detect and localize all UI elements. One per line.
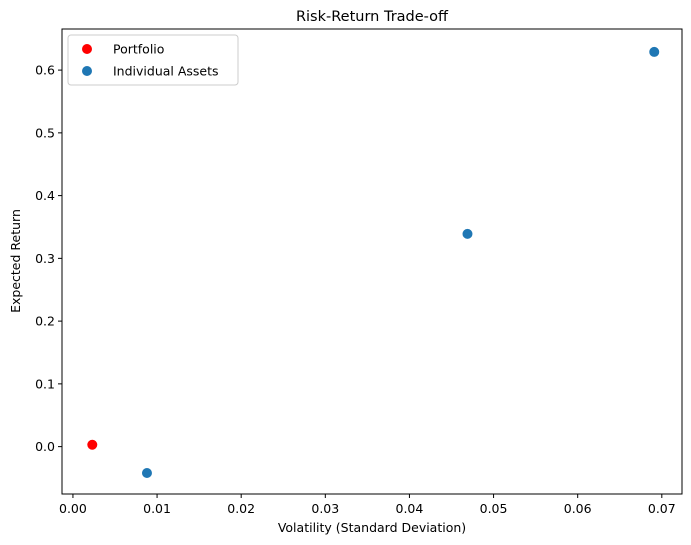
plot-frame	[61, 28, 683, 495]
points-layer	[87, 46, 660, 478]
plot-area	[62, 29, 682, 494]
y-tick-label: 0.6	[35, 63, 55, 78]
x-tick-label: 0.04	[396, 501, 424, 516]
x-tick-label: 0.00	[59, 501, 87, 516]
data-point-portfolio	[87, 439, 98, 450]
y-tick-label: 0.5	[35, 125, 55, 140]
legend-label: Portfolio	[113, 42, 164, 57]
y-axis-label: Expected Return	[8, 209, 23, 313]
x-tick-label: 0.05	[480, 501, 508, 516]
chart-title: Risk-Return Trade-off	[296, 9, 449, 25]
x-axis-label: Volatility (Standard Deviation)	[278, 520, 466, 535]
data-point-individual-assets	[462, 228, 473, 239]
x-tick-label: 0.01	[143, 501, 171, 516]
x-tick-label: 0.06	[564, 501, 592, 516]
x-tick-label: 0.07	[648, 501, 676, 516]
legend-marker	[82, 44, 92, 54]
legend-marker	[82, 66, 92, 76]
data-point-individual-assets	[649, 46, 660, 57]
data-point-individual-assets	[141, 467, 152, 478]
legend: Portfolio Individual Assets	[67, 34, 239, 86]
legend-box	[67, 34, 239, 86]
y-axis: 0.0 0.1 0.2 0.3 0.4 0.5 0.6	[35, 63, 62, 454]
y-tick-label: 0.3	[35, 251, 55, 266]
y-tick-label: 0.0	[35, 439, 55, 454]
legend-label: Individual Assets	[113, 64, 219, 79]
x-tick-label: 0.02	[227, 501, 255, 516]
y-tick-label: 0.4	[35, 188, 55, 203]
y-tick-label: 0.2	[35, 314, 55, 329]
x-axis: 0.00 0.01 0.02 0.03 0.04 0.05 0.06 0.07	[59, 494, 676, 516]
y-tick-label: 0.1	[35, 376, 55, 391]
x-tick-label: 0.03	[311, 501, 339, 516]
